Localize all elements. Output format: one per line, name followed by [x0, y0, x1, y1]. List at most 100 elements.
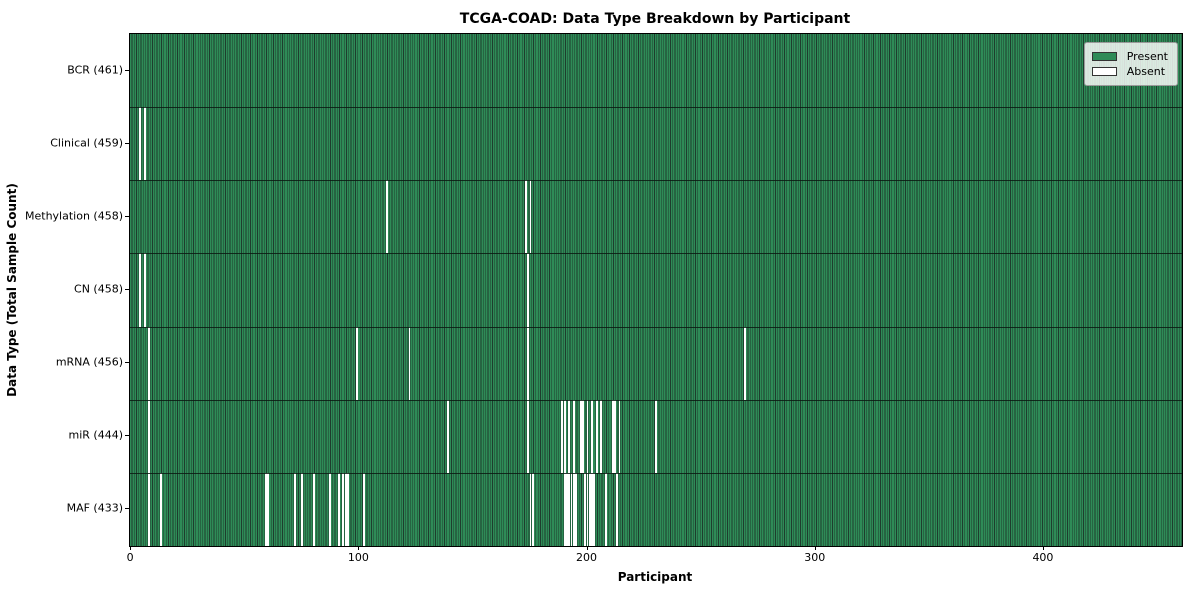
heatmap-row-maf — [130, 472, 1182, 546]
absent-bar — [408, 326, 411, 400]
absent-bar — [143, 107, 146, 181]
row-divider — [130, 472, 1182, 474]
x-tick-mark — [358, 546, 360, 550]
x-tick-label: 400 — [1032, 551, 1054, 564]
absent-bar — [139, 253, 142, 327]
absent-bar — [148, 326, 151, 400]
heatmap-row-methylation — [130, 180, 1182, 254]
absent-bar — [356, 326, 358, 400]
absent-bar — [611, 399, 614, 473]
absent-bar — [337, 472, 340, 546]
absent-bar — [527, 326, 530, 400]
absent-bar — [264, 472, 267, 546]
absent-bar — [362, 472, 365, 546]
absent-bar — [529, 472, 532, 546]
absent-bar — [586, 399, 589, 473]
x-tick-mark — [130, 546, 132, 550]
y-tick-label: Methylation (458) — [25, 209, 123, 223]
x-tick-label: 0 — [126, 551, 134, 564]
absent-bar — [566, 472, 568, 546]
x-tick-mark — [586, 546, 588, 550]
absent-bar — [582, 399, 584, 473]
absent-bar — [588, 472, 591, 546]
absent-bar — [148, 472, 151, 546]
absent-bar — [531, 472, 534, 546]
absent-bar — [267, 472, 269, 546]
legend: Present Absent — [1083, 42, 1178, 86]
absent-bar — [385, 180, 388, 254]
absent-bar — [159, 472, 162, 546]
absent-bar — [148, 399, 151, 473]
heatmap-row-clinical — [130, 107, 1182, 181]
legend-label-present: Present — [1126, 50, 1168, 63]
x-tick-label: 200 — [576, 551, 598, 564]
legend-item-absent: Absent — [1091, 64, 1168, 79]
row-divider — [130, 399, 1182, 401]
absent-bar — [344, 472, 347, 546]
absent-bar — [527, 399, 530, 473]
y-tick-mark — [125, 69, 129, 71]
row-divider — [130, 180, 1182, 182]
y-tick-mark — [125, 362, 129, 364]
absent-bar — [561, 399, 564, 473]
y-tick-label: Clinical (459) — [50, 136, 123, 150]
y-tick-label: miR (444) — [68, 428, 124, 442]
y-tick-mark — [125, 289, 129, 290]
absent-bar — [744, 326, 746, 400]
absent-bar — [586, 472, 589, 546]
absent-bar — [579, 399, 582, 473]
absent-bar — [568, 472, 571, 546]
absent-bar — [328, 472, 331, 546]
x-tick-label: 300 — [804, 551, 826, 564]
legend-item-present: Present — [1091, 49, 1168, 64]
absent-bar — [613, 399, 616, 473]
y-tick-label: mRNA (456) — [55, 355, 123, 369]
x-axis-label: Participant — [617, 570, 693, 584]
absent-bar — [572, 399, 575, 473]
chart-title: TCGA-COAD: Data Type Breakdown by Partic… — [459, 11, 851, 27]
y-tick-label: MAF (433) — [66, 501, 123, 515]
absent-bar — [312, 472, 315, 546]
y-tick-label: BCR (461) — [67, 63, 123, 77]
absent-bar — [591, 399, 593, 473]
absent-bar — [591, 472, 593, 546]
absent-bar — [294, 472, 297, 546]
absent-bar — [572, 472, 575, 546]
absent-bar — [616, 472, 619, 546]
heatmap-row-mir — [130, 399, 1182, 473]
heatmap-row-cn — [130, 253, 1182, 327]
legend-swatch-absent-icon — [1091, 67, 1117, 76]
absent-bar — [447, 399, 450, 473]
absent-bar — [143, 253, 146, 327]
absent-bar — [529, 180, 532, 254]
absent-bar — [524, 180, 527, 254]
absent-bar — [618, 399, 621, 473]
y-tick-mark — [125, 508, 129, 510]
row-divider — [130, 107, 1182, 109]
legend-swatch-present-icon — [1091, 52, 1117, 61]
absent-bar — [301, 472, 304, 546]
absent-bar — [563, 399, 566, 473]
absent-bar — [584, 472, 587, 546]
absent-bar — [593, 472, 596, 546]
absent-bar — [604, 472, 607, 546]
row-divider — [130, 253, 1182, 255]
heatmap-row-bcr — [130, 34, 1182, 107]
absent-bar — [600, 399, 603, 473]
absent-bar — [346, 472, 349, 546]
absent-bar — [655, 399, 657, 473]
absent-bar — [527, 253, 530, 327]
absent-bar — [575, 472, 578, 546]
y-tick-mark — [125, 215, 129, 217]
y-tick-mark — [125, 435, 129, 437]
absent-bar — [570, 472, 573, 546]
x-tick-mark — [1042, 546, 1044, 550]
x-tick-mark — [814, 546, 816, 550]
x-tick-label: 100 — [347, 551, 369, 564]
y-tick-mark — [125, 142, 129, 144]
absent-bar — [139, 107, 142, 181]
y-tick-label: CN (458) — [74, 282, 123, 296]
heatmap-plot: Present Absent — [129, 33, 1183, 547]
heatmap-row-mrna — [130, 326, 1182, 400]
